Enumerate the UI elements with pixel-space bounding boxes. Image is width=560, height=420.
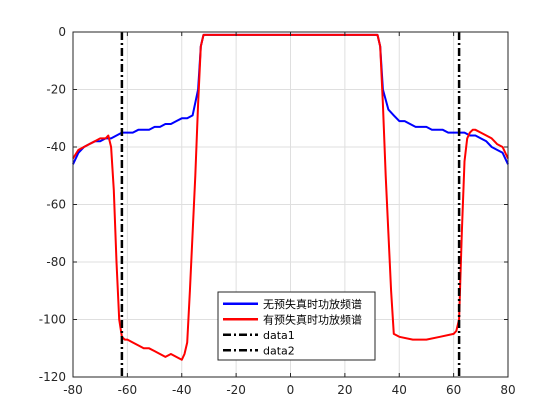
x-tick-label: 40 bbox=[392, 383, 407, 397]
x-tick-label: -20 bbox=[226, 383, 246, 397]
axis-ticks: -80 -60 -40 -20 0 20 40 60 80 0 -20 -40 -60 -80 -100 -1… bbox=[39, 25, 516, 397]
y-tick-label: -80 bbox=[46, 255, 66, 269]
x-tick-label: 0 bbox=[287, 383, 295, 397]
x-tick-label: -80 bbox=[63, 383, 83, 397]
legend-label: 无预失真时功放频谱 bbox=[263, 297, 362, 311]
y-tick-label: -60 bbox=[46, 198, 66, 212]
y-tick-label: -40 bbox=[46, 140, 66, 154]
y-tick-label: -120 bbox=[39, 370, 66, 384]
x-tick-label: -40 bbox=[172, 383, 192, 397]
y-tick-label: 0 bbox=[58, 25, 66, 39]
y-tick-label: -100 bbox=[39, 313, 66, 327]
legend-label: data2 bbox=[263, 344, 295, 357]
x-tick-label: -60 bbox=[118, 383, 138, 397]
x-tick-label: 80 bbox=[500, 383, 515, 397]
x-tick-label: 60 bbox=[446, 383, 461, 397]
legend-label: 有预失真时功放频谱 bbox=[263, 312, 362, 326]
y-tick-label: -20 bbox=[46, 83, 66, 97]
legend-label: data1 bbox=[263, 329, 295, 342]
x-tick-label: 20 bbox=[337, 383, 352, 397]
